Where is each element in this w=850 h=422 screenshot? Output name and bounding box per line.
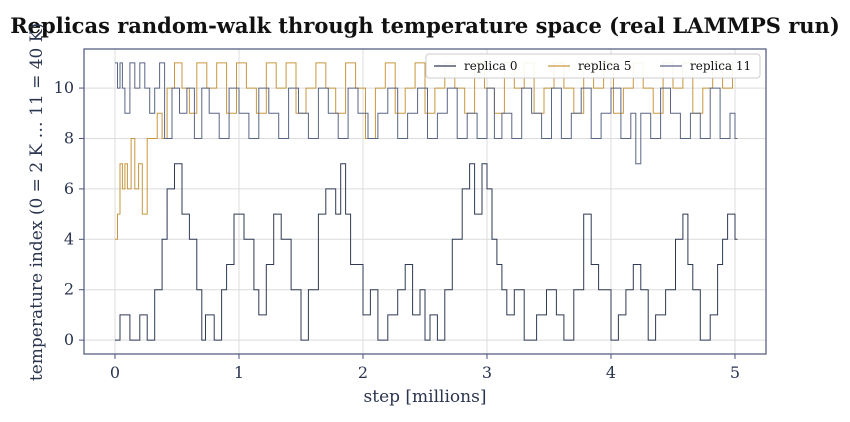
series-line-replica-0 (115, 163, 738, 341)
legend-label: replica 5 (578, 59, 632, 73)
x-tick-label: 2 (358, 363, 368, 382)
x-tick-label: 1 (234, 363, 244, 382)
x-tick-label: 3 (482, 363, 492, 382)
x-tick-label: 4 (606, 363, 616, 382)
y-tick-label: 6 (64, 179, 74, 198)
x-tick-label: 5 (730, 363, 740, 382)
series-line-replica-11 (115, 62, 738, 165)
series-layer (115, 62, 738, 341)
legend: replica 0 replica 5 replica 11 (425, 53, 761, 79)
y-tick-label: 0 (64, 330, 74, 349)
legend-label: replica 11 (690, 59, 751, 73)
y-tick-label: 4 (64, 229, 74, 248)
legend-box (425, 53, 761, 79)
chart-title: Replicas random-walk through temperature… (10, 13, 840, 38)
x-tick-label: 0 (110, 363, 120, 382)
x-axis-label: step [millions] (364, 387, 487, 407)
plot-frame (83, 48, 767, 355)
y-axis-label: temperature index (0 = 2 K … 11 = 40 K) (27, 23, 47, 381)
tick-layer: 0 1 2 3 4 5 0 2 4 6 8 10 (54, 78, 740, 382)
series-line-replica-5 (115, 62, 735, 240)
y-tick-label: 2 (64, 280, 74, 299)
y-tick-label: 8 (64, 128, 74, 147)
y-tick-label: 10 (54, 78, 74, 97)
legend-label: replica 0 (464, 59, 518, 73)
